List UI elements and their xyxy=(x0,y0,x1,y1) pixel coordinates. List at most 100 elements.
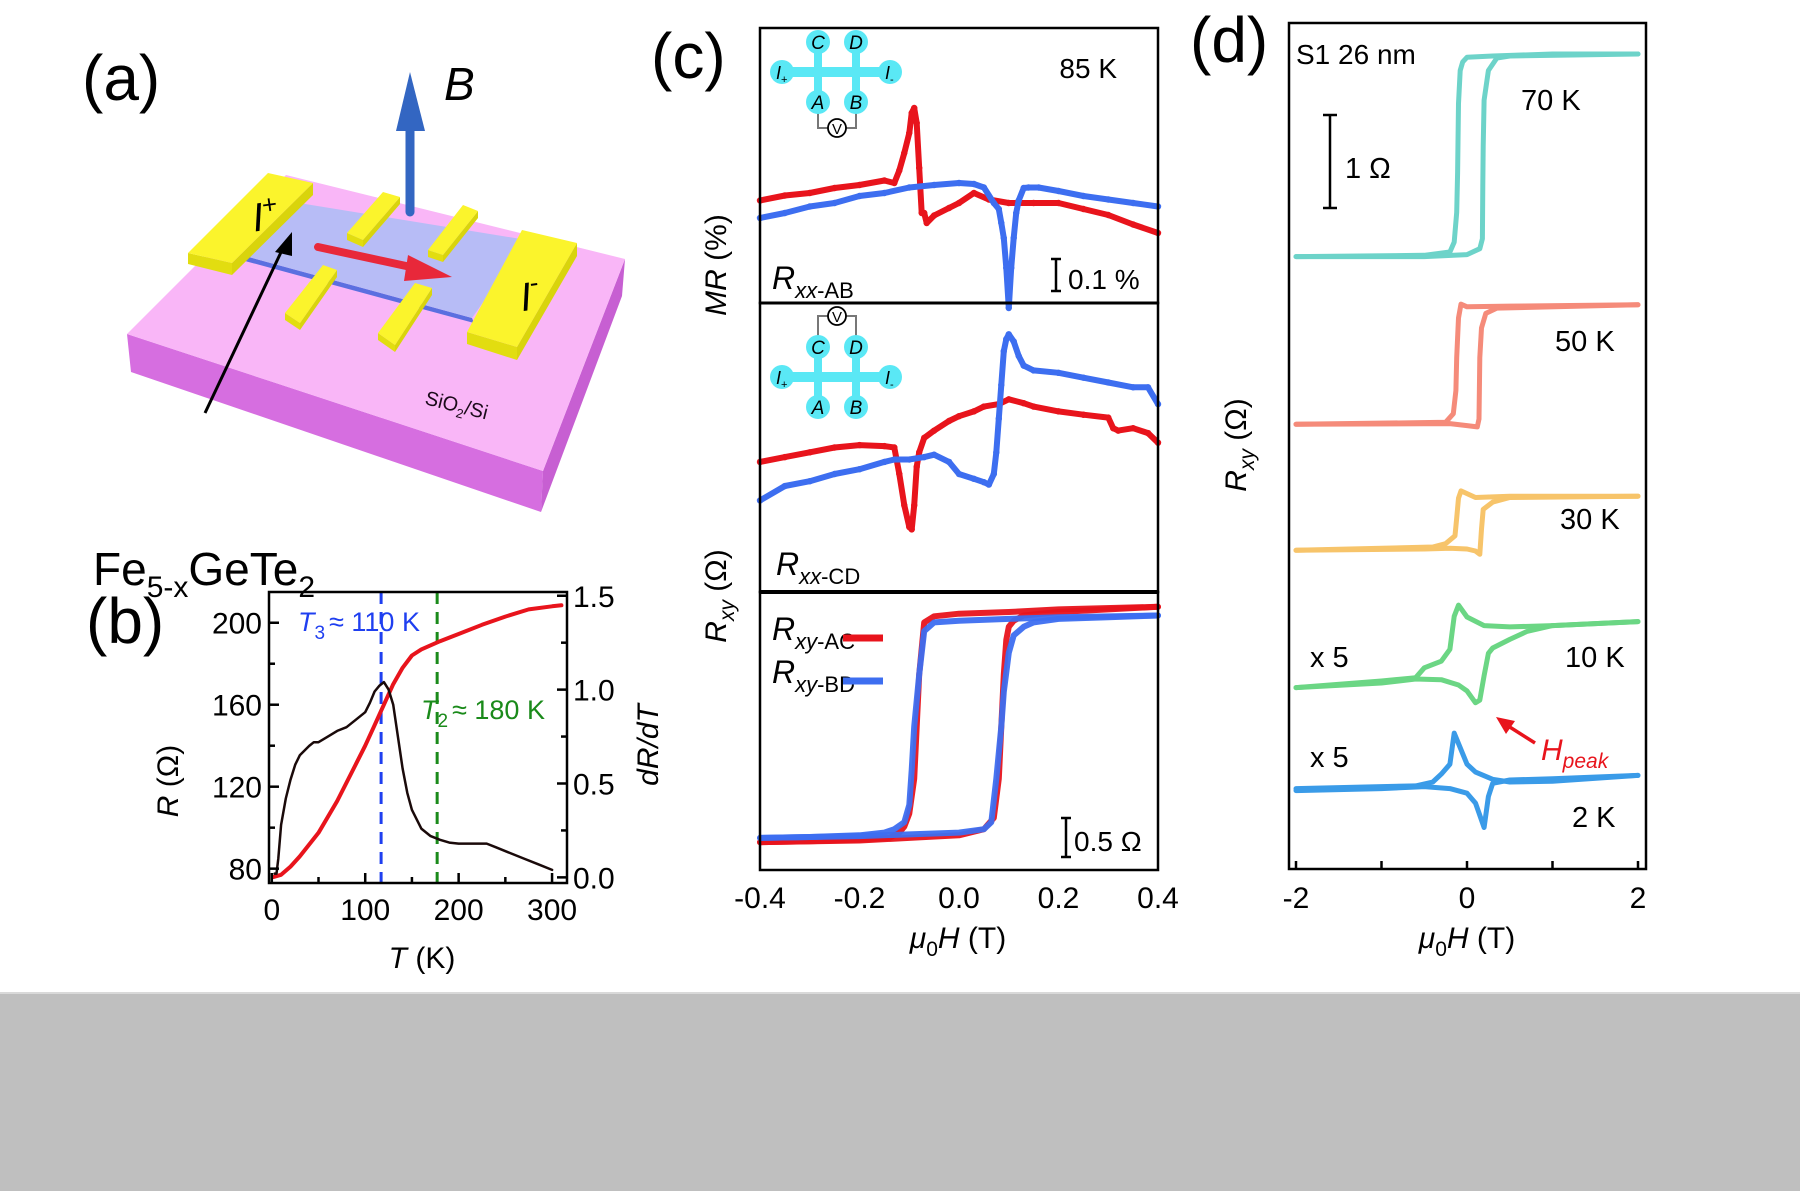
data-point xyxy=(916,449,923,456)
data-point xyxy=(955,412,963,420)
terminal-label: I+ xyxy=(776,63,787,86)
data-point xyxy=(1005,304,1012,312)
panel-a-label: (a) xyxy=(82,42,160,114)
data-point xyxy=(831,470,838,478)
magnetic-field-arrow xyxy=(396,72,425,217)
panel-c-legend: Rxy-AC Rxy-BD xyxy=(772,611,883,697)
series-30-k-down xyxy=(1293,488,1641,553)
terminal-d xyxy=(844,30,868,54)
data-point xyxy=(1013,209,1020,217)
ytick-label-left: 80 xyxy=(229,854,262,887)
data-point xyxy=(1005,331,1012,338)
data-point xyxy=(831,199,838,207)
xtick-label: 0.2 xyxy=(1038,882,1080,915)
electrode-c xyxy=(347,192,400,247)
mr-ylabel: MR (%) xyxy=(700,214,733,316)
data-point xyxy=(806,478,813,485)
panel-a-device-schematic: (a) xyxy=(82,42,625,604)
hallbar-arm xyxy=(814,44,822,100)
contact-i-minus-label: I- xyxy=(516,267,543,320)
data-point xyxy=(970,408,978,415)
subpanel-c-middle xyxy=(756,301,1162,594)
data-point xyxy=(781,192,789,199)
data-point xyxy=(980,184,988,191)
panel-d-plot: -2 0 2 xyxy=(1283,21,1648,915)
voltmeter-wire xyxy=(846,110,857,129)
data-point xyxy=(955,199,963,207)
terminal-c xyxy=(806,30,830,54)
hallbar-arm xyxy=(852,44,860,100)
hpeak-annotation: Hpeak xyxy=(1496,717,1610,773)
material-label: Fe5-xGeTe2 xyxy=(93,543,315,604)
data-point xyxy=(955,179,963,187)
sample-label: S1 26 nm xyxy=(1296,39,1416,70)
data-point xyxy=(1003,335,1010,343)
data-point xyxy=(930,212,938,219)
data-point xyxy=(896,470,903,478)
panel-c-label: (c) xyxy=(651,20,726,92)
voltmeter-wire xyxy=(817,315,828,336)
figure: (a) xyxy=(82,4,1648,975)
terminal-b xyxy=(844,395,868,419)
curve-label-2k: 2 K xyxy=(1572,802,1616,834)
data-point xyxy=(1035,184,1042,191)
series-sweep-down xyxy=(757,105,1161,236)
ytick-label-left: 160 xyxy=(212,690,262,723)
series-70-k-up xyxy=(1293,51,1641,260)
voltmeter-label: V xyxy=(832,309,842,326)
substrate-side-front xyxy=(127,334,543,512)
data-point xyxy=(913,463,920,470)
data-point xyxy=(980,403,988,410)
data-point xyxy=(1055,187,1062,195)
electrode-b xyxy=(378,283,432,352)
terminal-label: D xyxy=(849,33,863,54)
data-point xyxy=(945,204,953,212)
data-point xyxy=(891,444,898,451)
voltmeter-icon xyxy=(827,118,847,138)
data-point xyxy=(1030,199,1037,207)
data-point xyxy=(881,177,888,184)
data-point xyxy=(1015,197,1022,204)
panel-b-xlabel: T (K) xyxy=(389,942,456,975)
hallbar-arm xyxy=(814,349,822,405)
panel-b-label: (b) xyxy=(86,585,164,657)
xtick-label: 0.4 xyxy=(1137,882,1179,915)
terminal-label: I- xyxy=(885,63,894,86)
series-10-k-x-5--up xyxy=(1293,619,1641,706)
data-point xyxy=(831,444,838,451)
data-point xyxy=(1080,374,1087,381)
data-point xyxy=(1080,192,1087,200)
data-point xyxy=(1020,184,1027,192)
data-point xyxy=(1080,411,1087,418)
data-point xyxy=(781,482,789,490)
curve-label-50k: 50 K xyxy=(1555,326,1615,358)
panel-d-label: (d) xyxy=(1190,4,1268,76)
data-point xyxy=(896,167,903,174)
data-point xyxy=(908,109,915,117)
data-point xyxy=(1005,396,1012,403)
terminal-label: I+ xyxy=(776,368,787,391)
xtick-label: 300 xyxy=(527,894,577,927)
data-point xyxy=(891,179,898,187)
data-point xyxy=(1080,205,1087,213)
data-point xyxy=(1144,384,1152,391)
electrode-i-minus xyxy=(467,230,577,360)
data-point xyxy=(906,184,913,191)
data-point xyxy=(906,129,913,137)
terminal-a xyxy=(806,395,830,419)
data-point xyxy=(1129,425,1137,432)
data-point xyxy=(955,470,963,478)
xtick-label: 0 xyxy=(1459,882,1476,915)
panel-d-scalebar-label: 1 Ω xyxy=(1345,153,1391,185)
data-point xyxy=(980,478,988,486)
data-point xyxy=(930,181,938,189)
xtick-label: 2 xyxy=(1630,882,1647,915)
panel-d-xlabel: μ0H (T) xyxy=(1418,922,1515,961)
panel-c-temperature: 85 K xyxy=(1059,53,1117,84)
voltmeter-icon xyxy=(827,306,847,326)
legend-item-rxy-bd: Rxy-BD xyxy=(772,654,883,697)
svg-text:Rxy-AC: Rxy-AC xyxy=(772,611,855,654)
data-point xyxy=(1020,399,1027,407)
data-point xyxy=(1105,211,1112,219)
ytick-label-right: 1.0 xyxy=(573,675,615,708)
